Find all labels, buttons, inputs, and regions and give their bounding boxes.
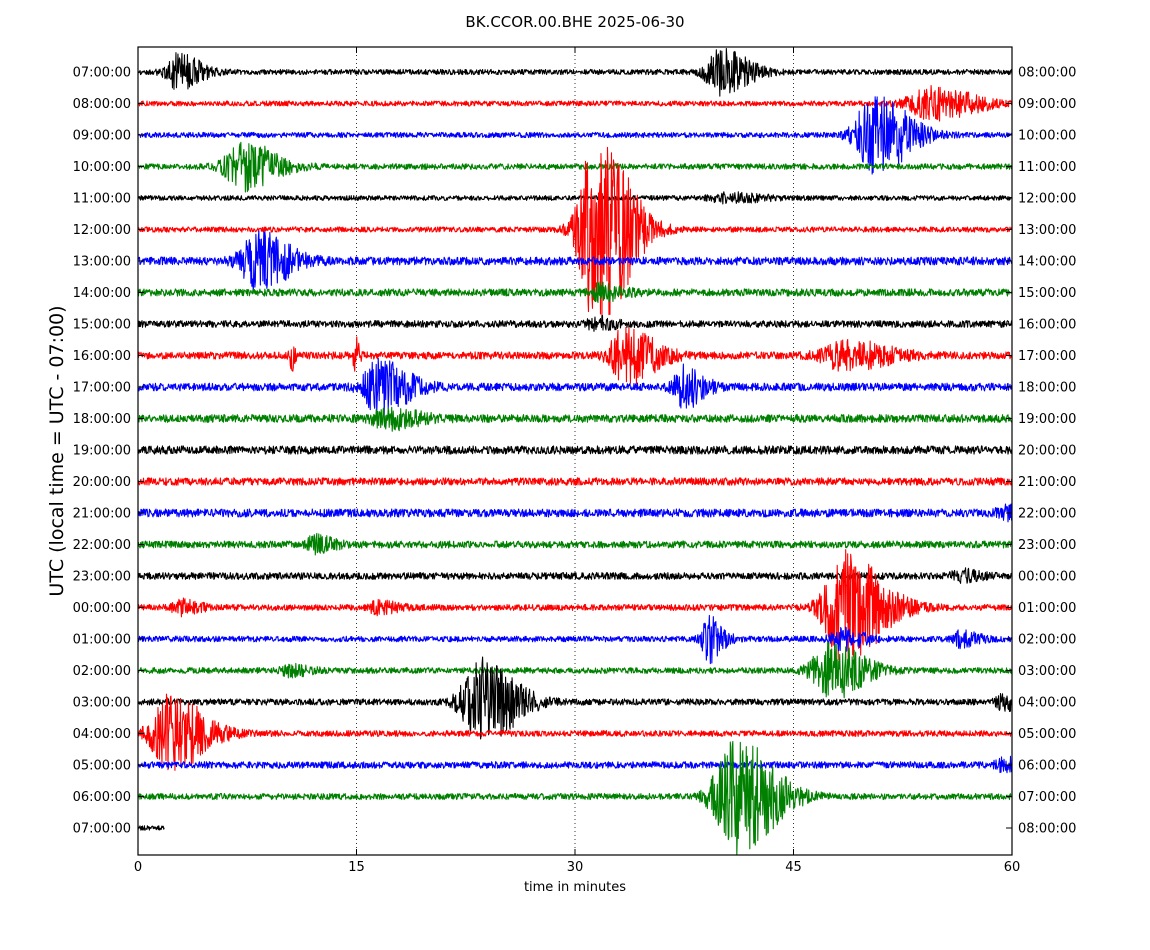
left-time-label: 15:00:00 (73, 318, 131, 333)
left-time-label: 03:00:00 (73, 696, 131, 711)
right-time-label: 19:00:00 (1018, 412, 1076, 427)
left-time-label: 19:00:00 (73, 444, 131, 459)
seismogram-trace (138, 641, 1012, 699)
trace-group (138, 47, 1012, 855)
seismogram-trace (138, 47, 1012, 97)
right-time-labels: 08:00:00 09:00:00 10:00:00 11:00:00 12:00:00… (1006, 66, 1076, 837)
left-time-label: 16:00:00 (73, 349, 131, 364)
right-time-label: 07:00:00 (1018, 790, 1076, 805)
seismogram-trace (138, 503, 1012, 523)
left-time-label: 04:00:00 (73, 727, 131, 742)
left-time-label: 02:00:00 (73, 664, 131, 679)
x-tick-label: 60 (1004, 860, 1021, 875)
left-time-label: 23:00:00 (73, 570, 131, 585)
left-time-label: 07:00:00 (73, 822, 131, 837)
seismogram-trace (138, 230, 1012, 291)
chart-title: BK.CCOR.00.BHE 2025-06-30 (465, 13, 684, 31)
seismogram-trace (138, 755, 1012, 774)
left-time-label: 01:00:00 (73, 633, 131, 648)
seismogram-trace (138, 96, 1012, 175)
right-time-label: 08:00:00 (1018, 66, 1076, 81)
right-time-label: 21:00:00 (1018, 475, 1076, 490)
right-time-label: 12:00:00 (1018, 192, 1076, 207)
x-tick-label: 0 (134, 860, 142, 875)
left-time-label: 21:00:00 (73, 507, 131, 522)
left-time-label: 11:00:00 (73, 192, 131, 207)
right-time-label: 06:00:00 (1018, 759, 1076, 774)
right-time-label: 02:00:00 (1018, 633, 1076, 648)
seismogram-trace (138, 477, 1012, 486)
seismogram-trace (138, 656, 1012, 740)
left-time-label: 13:00:00 (73, 255, 131, 270)
seismogram-trace (138, 191, 1012, 205)
seismogram-trace (138, 85, 1012, 122)
right-time-label: 00:00:00 (1018, 570, 1076, 585)
left-time-label: 00:00:00 (73, 601, 131, 616)
right-time-label: 23:00:00 (1018, 538, 1076, 553)
seismogram-trace (138, 314, 1012, 332)
right-time-label: 05:00:00 (1018, 727, 1076, 742)
left-time-label: 14:00:00 (73, 286, 131, 301)
right-time-label: 01:00:00 (1018, 601, 1076, 616)
seismogram-trace (138, 532, 1012, 556)
right-time-label: 10:00:00 (1018, 129, 1076, 144)
seismogram-trace (138, 146, 1012, 319)
right-time-label: 04:00:00 (1018, 696, 1076, 711)
left-time-label: 17:00:00 (73, 381, 131, 396)
y-axis-label: UTC (local time = UTC - 07:00) (46, 305, 68, 596)
seismogram-trace (138, 614, 1012, 665)
x-tick-label: 30 (567, 860, 584, 875)
left-time-label: 20:00:00 (73, 475, 131, 490)
seismogram-trace (138, 281, 1012, 304)
x-tick-label: 15 (348, 860, 365, 875)
seismogram-trace (138, 825, 165, 831)
right-time-label: 22:00:00 (1018, 507, 1076, 522)
seismogram-trace (138, 141, 1012, 193)
seismogram-trace (138, 549, 1012, 661)
seismogram-trace (138, 326, 1012, 385)
right-time-label: 11:00:00 (1018, 160, 1076, 175)
left-time-label: 10:00:00 (73, 160, 131, 175)
left-time-label: 12:00:00 (73, 223, 131, 238)
right-time-label: 14:00:00 (1018, 255, 1076, 270)
right-time-label: 16:00:00 (1018, 318, 1076, 333)
right-time-label: 13:00:00 (1018, 223, 1076, 238)
seismogram-trace (138, 357, 1012, 416)
x-axis-label: time in minutes (524, 880, 626, 895)
left-time-label: 18:00:00 (73, 412, 131, 427)
seismogram-trace (138, 567, 1012, 584)
right-time-label: 09:00:00 (1018, 97, 1076, 112)
right-time-label: 17:00:00 (1018, 349, 1076, 364)
left-time-label: 22:00:00 (73, 538, 131, 553)
left-time-label: 08:00:00 (73, 97, 131, 112)
right-time-label: 03:00:00 (1018, 664, 1076, 679)
left-time-label: 05:00:00 (73, 759, 131, 774)
left-time-label: 06:00:00 (73, 790, 131, 805)
seismogram-trace (138, 693, 1012, 771)
right-time-label: 15:00:00 (1018, 286, 1076, 301)
seismogram-trace (138, 445, 1012, 455)
right-time-label: 20:00:00 (1018, 444, 1076, 459)
right-time-label: 18:00:00 (1018, 381, 1076, 396)
seismogram-trace (138, 740, 1012, 855)
left-time-label: 09:00:00 (73, 129, 131, 144)
x-axis-ticks: 0 15 30 45 60 (134, 47, 1020, 875)
x-tick-label: 45 (785, 860, 802, 875)
left-time-label: 07:00:00 (73, 66, 131, 81)
seismogram-trace (138, 406, 1012, 432)
right-time-label: 08:00:00 (1018, 822, 1076, 837)
left-time-labels: 07:00:00 08:00:00 09:00:00 10:00:00 11:00:00… (73, 66, 144, 837)
